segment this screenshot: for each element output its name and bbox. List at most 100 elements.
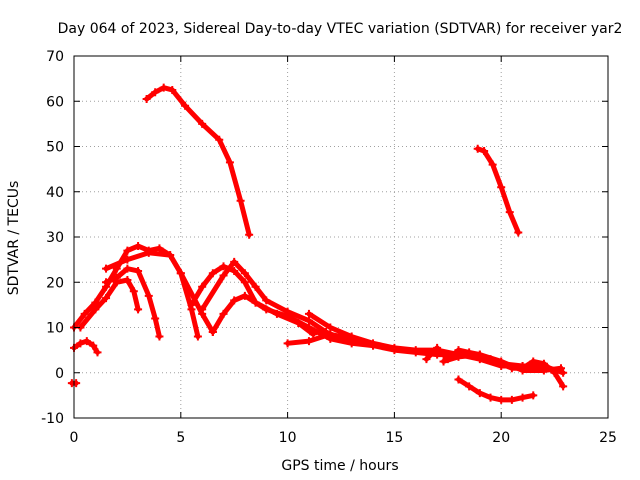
data-point: [411, 346, 420, 355]
data-point: [518, 393, 527, 402]
data-point: [433, 343, 442, 352]
y-tick-label: 10: [46, 321, 64, 337]
data-point: [151, 314, 160, 323]
series-line: [475, 146, 521, 235]
data-point: [473, 144, 482, 153]
data-point: [168, 85, 177, 94]
data-point: [219, 309, 228, 318]
data-point: [236, 196, 245, 205]
data-point: [193, 332, 202, 341]
data-point: [80, 309, 89, 318]
data-point: [144, 248, 153, 257]
data-point: [454, 375, 463, 384]
y-tick-label: 60: [46, 94, 64, 110]
data-point: [559, 382, 568, 391]
y-tick-label: 40: [46, 185, 64, 201]
data-point: [102, 264, 111, 273]
data-point: [91, 305, 100, 314]
data-point: [486, 393, 495, 402]
x-tick-label: 0: [70, 430, 79, 446]
x-tick-label: 5: [176, 430, 185, 446]
series-arc-8: [198, 257, 345, 343]
data-point: [454, 352, 463, 361]
series-arc-5: [102, 264, 164, 341]
y-tick-label: -10: [41, 411, 64, 427]
data-point: [198, 282, 207, 291]
data-point: [208, 269, 217, 278]
data-point: [102, 278, 111, 287]
x-tick-label: 15: [385, 430, 403, 446]
data-point: [76, 339, 85, 348]
data-point: [422, 355, 431, 364]
data-point: [439, 357, 448, 366]
data-point: [475, 389, 484, 398]
x-axis-title: GPS time / hours: [281, 458, 398, 474]
data-point: [129, 287, 138, 296]
tick-labels: 0 5 10 15 20 25 -10 0 10 20 30 40 50 60 70: [41, 49, 617, 446]
series-arc-15: [70, 337, 102, 357]
y-tick-label: 20: [46, 275, 64, 291]
data-point: [93, 348, 102, 357]
data-point: [198, 119, 207, 128]
series-arc-13: [439, 350, 566, 375]
data-point: [529, 391, 538, 400]
data-point: [89, 341, 98, 350]
data-point: [230, 296, 239, 305]
data-point: [497, 357, 506, 366]
data-point: [465, 382, 474, 391]
data-point: [480, 147, 489, 156]
data-point: [112, 273, 121, 282]
data-point: [240, 269, 249, 278]
data-point: [166, 251, 175, 260]
data-point: [134, 266, 143, 275]
data-point: [251, 298, 260, 307]
data-point: [91, 298, 100, 307]
data-point: [144, 291, 153, 300]
data-point: [304, 316, 313, 325]
data-point: [134, 305, 143, 314]
data-point: [369, 339, 378, 348]
data-point: [497, 395, 506, 404]
data-point: [283, 312, 292, 321]
data-point: [230, 257, 239, 266]
series-arc-16: [67, 379, 81, 388]
chart-title: Day 064 of 2023, Sidereal Day-to-day VTE…: [58, 21, 623, 37]
data-point: [262, 305, 271, 314]
series-arc-14: [454, 375, 538, 404]
y-tick-label: 70: [46, 49, 64, 65]
data-point: [225, 158, 234, 167]
data-point: [176, 269, 185, 278]
data-point: [539, 359, 548, 368]
y-axis-title: SDTVAR / TECUs: [6, 181, 22, 296]
grid-lines: [74, 56, 608, 418]
data-point: [304, 309, 313, 318]
data-point: [283, 339, 292, 348]
data-point: [219, 262, 228, 271]
x-tick-label: 10: [279, 430, 297, 446]
data-point: [497, 183, 506, 192]
data-point: [155, 244, 164, 253]
data-point: [262, 296, 271, 305]
data-point: [155, 332, 164, 341]
data-point: [208, 328, 217, 337]
axis-ticks: [73, 55, 609, 419]
data-point: [102, 294, 111, 303]
series-line: [144, 85, 252, 238]
x-tick-label: 25: [599, 430, 617, 446]
data-series: [67, 83, 568, 404]
data-point: [123, 246, 132, 255]
series-arc-1: [142, 83, 254, 239]
y-tick-label: 0: [55, 366, 64, 382]
data-point: [475, 350, 484, 359]
data-point: [240, 291, 249, 300]
series-line: [103, 266, 162, 340]
data-point: [518, 366, 527, 375]
data-point: [142, 94, 151, 103]
data-point: [151, 88, 160, 97]
data-point: [514, 228, 523, 237]
data-point: [505, 208, 514, 217]
data-point: [82, 337, 91, 346]
data-point: [198, 305, 207, 314]
data-point: [304, 337, 313, 346]
